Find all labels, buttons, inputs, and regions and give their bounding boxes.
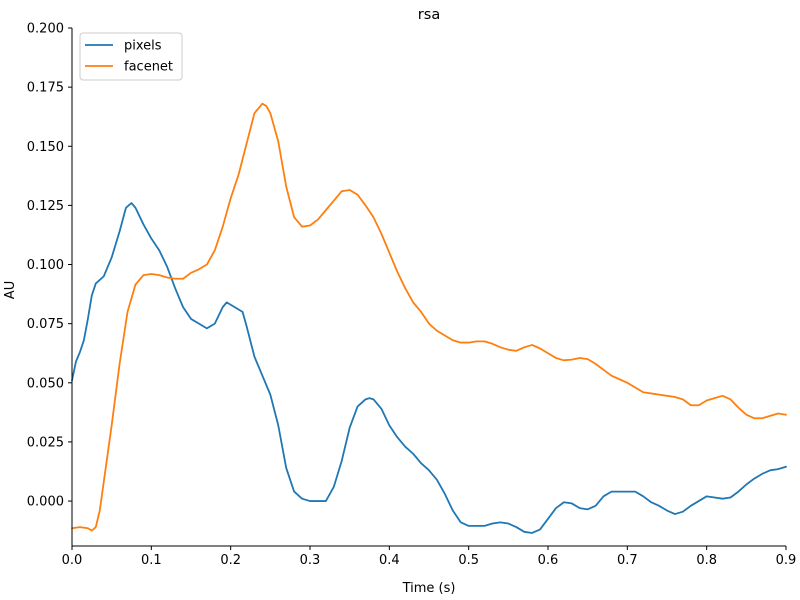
series-line-facenet: [71, 102, 787, 532]
x-tick-label: 0.4: [379, 553, 400, 568]
series-line-pixels: [71, 202, 787, 534]
y-axis-ticks: 0.000 0.025 0.050 0.075 0.100 0.125 0.150 0.175…: [27, 22, 72, 510]
series-lines: [71, 102, 787, 534]
x-tick-label: 0.9: [776, 553, 797, 568]
x-tick-label: 0.6: [538, 553, 559, 568]
y-tick-label: 0.150: [27, 140, 64, 155]
x-tick-label: 0.8: [696, 553, 717, 568]
x-tick-label: 0.0: [62, 553, 83, 568]
y-tick-label: 0.025: [27, 435, 64, 450]
x-tick-label: 0.3: [300, 553, 321, 568]
x-tick-label: 0.1: [141, 553, 162, 568]
y-tick-label: 0.200: [27, 22, 64, 37]
y-tick-label: 0.050: [27, 376, 64, 391]
x-tick-label: 0.5: [458, 553, 479, 568]
x-axis-label: Time (s): [402, 581, 456, 596]
legend-label-pixels: pixels: [124, 39, 162, 54]
legend: pixels facenet: [79, 32, 183, 81]
x-tick-label: 0.7: [617, 553, 638, 568]
y-tick-label: 0.075: [27, 317, 64, 332]
y-tick-label: 0.000: [27, 495, 64, 510]
chart-title: rsa: [418, 7, 440, 23]
x-axis-ticks: 0.0 0.1 0.2 0.3 0.4 0.5 0.6 0.7 0.8 0.9: [62, 546, 797, 568]
y-tick-label: 0.175: [27, 81, 64, 96]
legend-label-facenet: facenet: [124, 60, 173, 75]
y-tick-label: 0.125: [27, 199, 64, 214]
x-tick-label: 0.2: [220, 553, 241, 568]
y-tick-label: 0.100: [27, 258, 64, 273]
y-axis-label: AU: [3, 281, 18, 299]
